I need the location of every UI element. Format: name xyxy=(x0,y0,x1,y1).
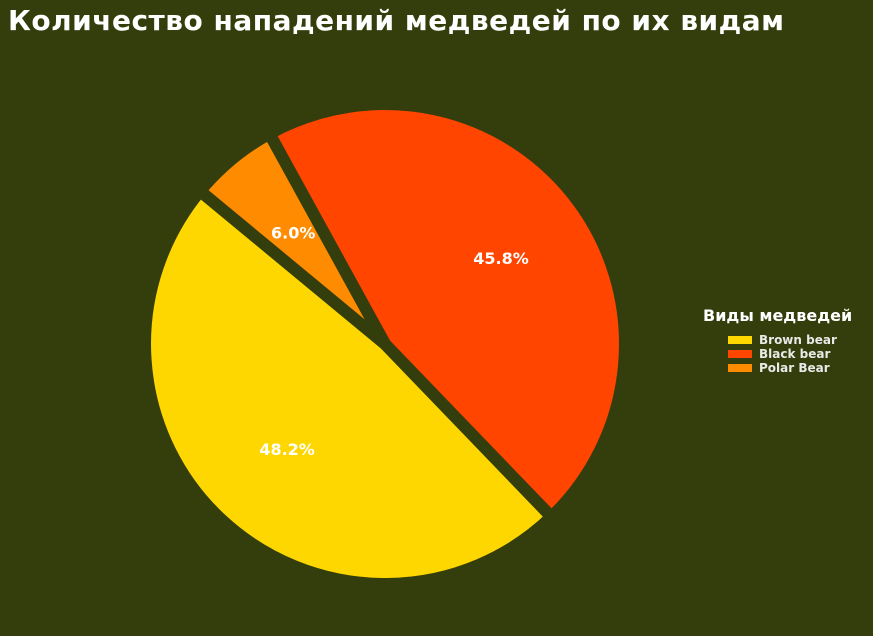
legend-items: Brown bear Black bear Polar Bear xyxy=(700,333,873,375)
legend-item-brown-bear: Brown bear xyxy=(728,333,873,347)
pie-slice-black-bear xyxy=(261,98,631,526)
legend-title: Виды медведей xyxy=(703,306,853,325)
percent-label-polar-bear: 6.0% xyxy=(271,224,315,243)
percent-label-brown-bear: 48.2% xyxy=(259,440,315,459)
legend-label-black-bear: Black bear xyxy=(759,347,831,361)
pie-slice-brown-bear xyxy=(139,182,560,590)
legend-swatch-black-bear xyxy=(728,350,752,358)
legend-label-polar-bear: Polar Bear xyxy=(759,361,830,375)
legend: Виды медведей Brown bear Black bear Polar … xyxy=(700,306,873,375)
legend-swatch-polar-bear xyxy=(728,364,752,372)
percent-label-black-bear: 45.8% xyxy=(473,249,529,268)
pie-labels-group: 48.2% 45.8% 6.0% xyxy=(259,224,528,460)
pie-wedges-group xyxy=(139,98,631,590)
legend-swatch-brown-bear xyxy=(728,336,752,344)
legend-label-brown-bear: Brown bear xyxy=(759,333,837,347)
pie-slice-polar-bear xyxy=(191,125,391,349)
legend-item-polar-bear: Polar Bear xyxy=(728,361,873,375)
legend-item-black-bear: Black bear xyxy=(728,347,873,361)
chart-title: Количество нападений медведей по их вида… xyxy=(8,4,785,37)
